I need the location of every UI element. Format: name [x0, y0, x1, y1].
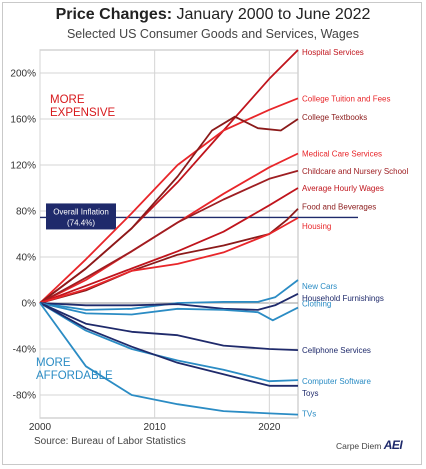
brand: Carpe Diem AEI — [336, 438, 403, 452]
chart-title: Price Changes: January 2000 to June 2022 — [0, 6, 426, 24]
source-note: Source: Bureau of Labor Statistics — [34, 436, 186, 447]
chart-subtitle: Selected US Consumer Goods and Services,… — [66, 27, 360, 41]
series-label: Food and Beverages — [302, 203, 376, 212]
overall-inflation-box — [46, 203, 116, 230]
series-label: Household Furnishings — [302, 294, 384, 303]
series-label: Clothing — [302, 300, 331, 309]
series-line — [39, 187, 299, 304]
x-tick-label: 2000 — [29, 422, 52, 433]
series-line — [39, 292, 299, 311]
y-tick-label: 80% — [16, 207, 36, 218]
brand-logo: AEI — [383, 438, 403, 452]
series-label: Housing — [302, 222, 331, 231]
series-line — [39, 302, 299, 322]
series-line — [39, 302, 299, 383]
series-label: Medical Care Services — [302, 150, 382, 159]
y-tick-label: 200% — [10, 69, 36, 80]
series-label: College Textbooks — [302, 113, 367, 122]
series-label: Cellphone Services — [302, 346, 371, 355]
x-tick-label: 2020 — [258, 422, 281, 433]
series-label: Childcare and Nursery School — [302, 167, 408, 176]
series-line — [39, 115, 299, 304]
overall-inflation-value: (74.4%) — [67, 218, 95, 227]
series-label: New Cars — [302, 282, 337, 291]
overall-inflation-label: Overall Inflation — [53, 207, 109, 216]
region-label: AFFORDABLE — [36, 370, 113, 382]
chart-frame — [2, 2, 422, 465]
region-label: EXPENSIVE — [50, 107, 116, 119]
y-tick-label: 120% — [10, 161, 36, 172]
brand-text: Carpe Diem — [336, 441, 382, 451]
chart-title-main: Price Changes: — [55, 6, 173, 23]
series-line — [39, 97, 299, 304]
series-label: Hospital Services — [302, 48, 364, 57]
series-line — [39, 302, 298, 387]
y-tick-label: -80% — [13, 391, 36, 402]
series-line — [39, 279, 299, 311]
region-label: MORE — [36, 357, 71, 369]
series-label: Computer Software — [302, 377, 371, 386]
series-line — [39, 169, 299, 304]
series-label: College Tuition and Fees — [302, 94, 391, 103]
series-line — [39, 208, 299, 304]
chart-title-rest: January 2000 to June 2022 — [176, 6, 371, 23]
x-tick-label: 2010 — [144, 422, 167, 433]
y-tick-label: -40% — [13, 345, 36, 356]
series-label: TVs — [302, 410, 316, 419]
y-tick-label: 160% — [10, 115, 36, 126]
region-label: MORE — [50, 94, 85, 106]
series-line — [39, 217, 299, 304]
series-line — [39, 302, 299, 351]
series-label: Toys — [302, 389, 318, 398]
series-label: Average Hourly Wages — [302, 184, 384, 193]
y-tick-label: 0% — [22, 299, 37, 310]
series-line — [39, 302, 299, 416]
y-tick-label: 40% — [16, 253, 36, 264]
